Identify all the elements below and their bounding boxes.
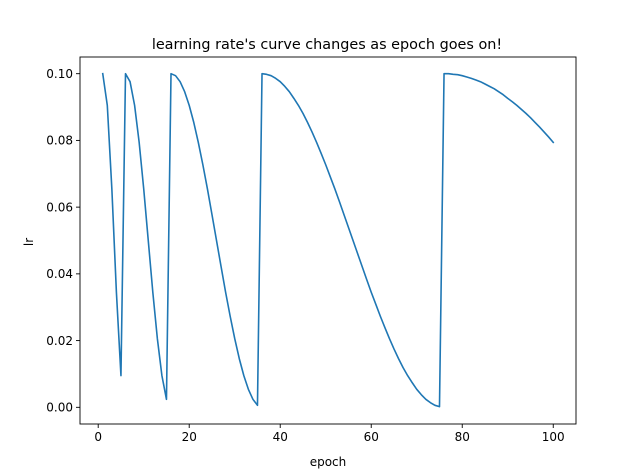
y-axis-label: lr	[22, 238, 36, 246]
series-line-0	[101, 72, 555, 408]
x-tick-label: 20	[182, 430, 197, 444]
chart-title: learning rate's curve changes as epoch g…	[152, 37, 502, 53]
plot-frame	[79, 56, 577, 425]
x-axis: 0 20 40 60 80 100	[94, 424, 565, 444]
x-axis-label: epoch	[310, 455, 347, 469]
x-tick-label: 100	[542, 430, 565, 444]
y-tick-label: 0.04	[46, 267, 73, 281]
y-axis: 0.00 0.02 0.04 0.06 0.08 0.10	[46, 67, 80, 415]
y-tick-label: 0.10	[46, 67, 73, 81]
x-tick-label: 0	[94, 430, 102, 444]
plot-area	[79, 56, 577, 425]
y-tick-label: 0.08	[46, 134, 73, 148]
y-tick-label: 0.06	[46, 200, 73, 214]
y-tick-label: 0.00	[46, 401, 73, 415]
x-tick-label: 40	[273, 430, 288, 444]
x-tick-label: 60	[364, 430, 379, 444]
y-tick-label: 0.02	[46, 334, 73, 348]
x-tick-label: 80	[455, 430, 470, 444]
